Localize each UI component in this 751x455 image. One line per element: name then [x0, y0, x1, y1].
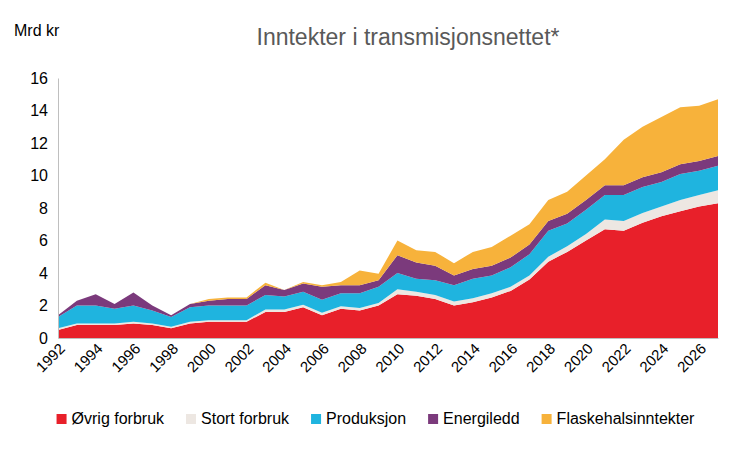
legend-item: Stort forbruk	[186, 410, 290, 427]
legend-label: Energiledd	[443, 410, 520, 427]
x-tick-label: 1996	[108, 340, 144, 376]
legend-item: Flaskehalsinntekter	[542, 410, 696, 427]
x-tick-label: 2008	[334, 340, 370, 376]
y-tick: 2	[39, 297, 58, 314]
x-tick: 2020	[560, 338, 596, 375]
x-tick-label: 2010	[372, 340, 408, 376]
x-tick: 2026	[674, 338, 710, 375]
y-axis-title: Mrd kr	[14, 22, 60, 39]
x-tick-label: 2020	[560, 340, 596, 376]
x-tick-label: 2014	[447, 340, 483, 376]
y-tick: 12	[30, 135, 58, 152]
x-tick-label: 1994	[70, 340, 106, 376]
x-tick-label: 1998	[146, 340, 182, 376]
x-tick-label: 2024	[636, 340, 672, 376]
x-tick: 2012	[410, 338, 446, 375]
x-tick: 2016	[485, 338, 521, 375]
x-tick: 2014	[447, 338, 483, 375]
x-tick-label: 2022	[598, 340, 634, 376]
legend: Øvrig forbruk Stort forbruk Produksjon Ener…	[57, 410, 696, 427]
y-tick-label: 8	[39, 200, 48, 217]
legend-swatch	[428, 414, 438, 424]
x-tick-label: 2016	[485, 340, 521, 376]
area	[58, 99, 718, 315]
x-tick: 1992	[32, 338, 68, 375]
x-tick-label: 2004	[259, 340, 295, 376]
legend-swatch	[57, 414, 67, 424]
y-tick-label: 12	[30, 135, 48, 152]
x-axis-line	[59, 338, 719, 339]
y-tick-label: 4	[39, 265, 48, 282]
x-axis: 1992199419961998200020022004200620082010…	[32, 338, 718, 375]
y-tick: 8	[39, 200, 58, 217]
y-tick-label: 6	[39, 232, 48, 249]
legend-label: Øvrig forbruk	[72, 410, 165, 427]
legend-label: Stort forbruk	[201, 410, 290, 427]
x-tick-label: 2000	[183, 340, 219, 376]
x-tick: 2008	[334, 338, 370, 375]
y-tick: 14	[30, 102, 58, 119]
y-tick-label: 14	[30, 102, 48, 119]
x-tick: 2010	[372, 338, 408, 375]
y-tick: 10	[30, 167, 58, 184]
legend-swatch	[542, 414, 552, 424]
x-tick: 2024	[636, 338, 672, 375]
x-tick: 1996	[108, 338, 144, 375]
x-tick: 1994	[70, 338, 106, 375]
x-tick: 2022	[598, 338, 634, 375]
x-tick: 2006	[296, 338, 332, 375]
x-tick-label: 2026	[674, 340, 710, 376]
legend-swatch	[186, 414, 196, 424]
y-tick-label: 16	[30, 70, 48, 87]
x-tick: 2002	[221, 338, 257, 375]
x-tick-label: 2006	[296, 340, 332, 376]
y-tick-label: 0	[39, 330, 48, 347]
legend-item: Produksjon	[311, 410, 406, 427]
x-tick: 2000	[183, 338, 219, 375]
plot-area	[58, 99, 718, 338]
legend-swatch	[311, 414, 321, 424]
legend-item: Energiledd	[428, 410, 520, 427]
y-tick: 4	[39, 265, 58, 282]
y-tick: 6	[39, 232, 58, 249]
y-axis-line	[58, 79, 59, 339]
legend-item: Øvrig forbruk	[57, 410, 165, 427]
x-tick: 2018	[523, 338, 559, 375]
y-tick: 16	[30, 70, 58, 87]
x-tick-label: 1992	[32, 340, 68, 376]
x-tick: 2004	[259, 338, 295, 375]
y-axis: 0 2 4 6 8 10 12 14 16	[30, 70, 58, 347]
y-tick-label: 10	[30, 167, 48, 184]
x-tick-label: 2018	[523, 340, 559, 376]
title: Inntekter i transmisjonsnettet*	[257, 24, 560, 50]
x-tick: 1998	[146, 338, 182, 375]
legend-label: Flaskehalsinntekter	[557, 410, 696, 427]
x-tick-label: 2002	[221, 340, 257, 376]
legend-label: Produksjon	[326, 410, 406, 427]
y-tick-label: 2	[39, 297, 48, 314]
x-tick-label: 2012	[410, 340, 446, 376]
chart: Inntekter i transmisjonsnettet* Mrd kr 0 2 4…	[0, 0, 751, 455]
